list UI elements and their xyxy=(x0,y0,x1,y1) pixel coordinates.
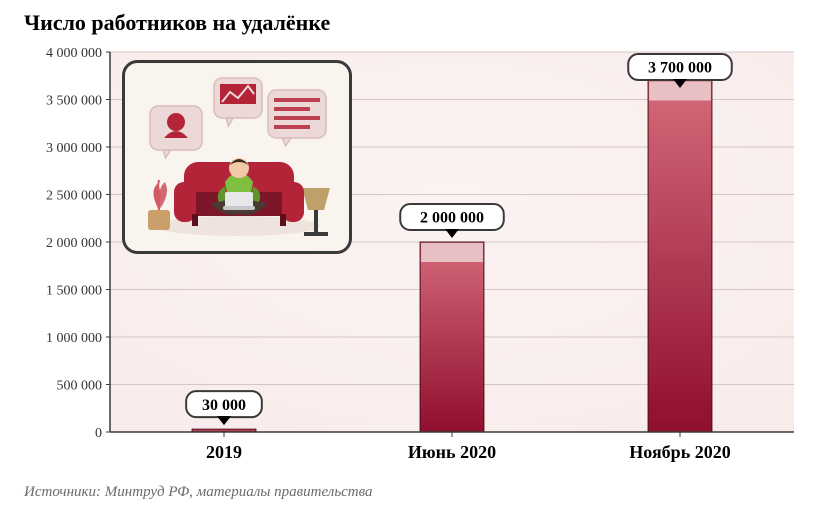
svg-text:2 000 000: 2 000 000 xyxy=(46,236,102,251)
svg-text:Июнь 2020: Июнь 2020 xyxy=(408,442,496,462)
svg-text:3 500 000: 3 500 000 xyxy=(46,94,102,109)
decorative-illustration xyxy=(122,60,352,254)
svg-text:2019: 2019 xyxy=(206,442,242,462)
svg-text:3 000 000: 3 000 000 xyxy=(46,141,102,156)
svg-text:1 000 000: 1 000 000 xyxy=(46,331,102,346)
svg-text:1 500 000: 1 500 000 xyxy=(46,284,102,299)
svg-text:3 700 000: 3 700 000 xyxy=(648,60,712,77)
source-note: Источники: Минтруд РФ, материалы правите… xyxy=(24,484,373,501)
svg-text:30 000: 30 000 xyxy=(202,397,246,414)
svg-text:4 000 000: 4 000 000 xyxy=(46,46,102,61)
svg-text:500 000: 500 000 xyxy=(57,379,103,394)
chart-title: Число работников на удалёнке xyxy=(24,10,330,36)
svg-text:0: 0 xyxy=(95,426,102,441)
svg-text:2 500 000: 2 500 000 xyxy=(46,189,102,204)
svg-text:Ноябрь 2020: Ноябрь 2020 xyxy=(629,442,730,462)
svg-text:2 000 000: 2 000 000 xyxy=(420,210,484,227)
